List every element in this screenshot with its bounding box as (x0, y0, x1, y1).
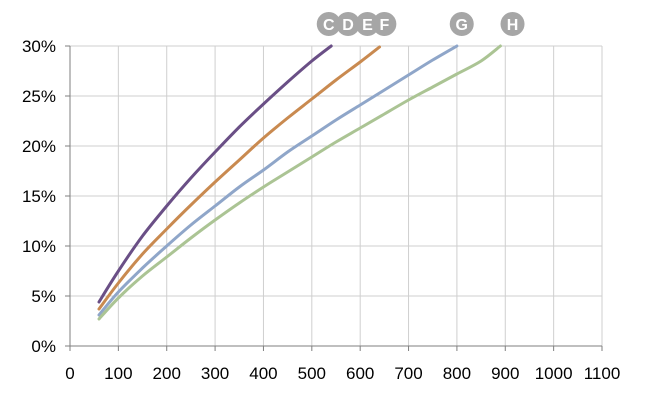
y-tick-label: 0% (31, 337, 56, 356)
y-tick-label: 15% (22, 187, 56, 206)
x-tick-label: 500 (298, 364, 326, 383)
x-tick-label: 200 (153, 364, 181, 383)
x-tick-label: 300 (201, 364, 229, 383)
x-tick-label: 1000 (535, 364, 573, 383)
x-tick-label: 900 (491, 364, 519, 383)
series-badge-label: H (507, 17, 519, 34)
series-badge-label: D (342, 17, 354, 34)
x-tick-label: 1100 (584, 364, 621, 383)
series-badge-label: G (456, 17, 468, 34)
series-badge-e (355, 12, 380, 36)
series-line-h (97, 44, 502, 321)
series-badge-d (336, 12, 361, 36)
series-badge-c (316, 12, 341, 36)
series-badge-label: E (362, 17, 373, 34)
y-tick-label: 5% (31, 287, 56, 306)
series-line-g (97, 44, 459, 317)
x-tick-label: 100 (104, 364, 132, 383)
series-badge-h (500, 12, 525, 36)
x-tick-label: 700 (394, 364, 422, 383)
series-line-c (97, 44, 333, 304)
x-tick-label: 800 (443, 364, 471, 383)
y-tick-label: 25% (22, 87, 56, 106)
y-tick-label: 20% (22, 137, 56, 156)
x-tick-label: 0 (65, 364, 74, 383)
series-badge-f (372, 12, 397, 36)
y-tick-label: 30% (22, 37, 56, 56)
y-tick-label: 10% (22, 237, 56, 256)
series-badge-label: F (379, 17, 389, 34)
series-badge-g (449, 12, 474, 36)
series-badge-label: C (323, 17, 335, 34)
series-line-d (97, 45, 381, 311)
x-tick-label: 600 (346, 364, 374, 383)
x-tick-label: 400 (249, 364, 277, 383)
